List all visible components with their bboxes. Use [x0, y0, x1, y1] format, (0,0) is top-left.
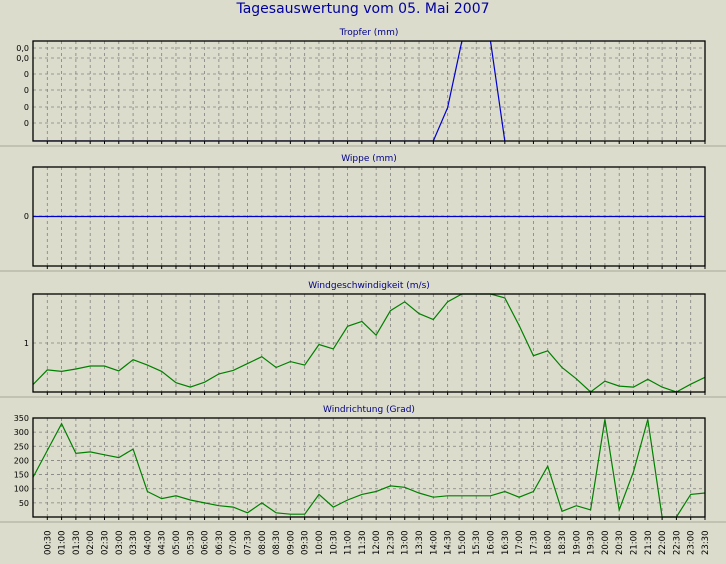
- x-tick-label: 04:00: [143, 531, 153, 556]
- x-tick-label: 11:30: [358, 531, 368, 556]
- y-tick-label: 0: [24, 70, 29, 79]
- y-tick-label: 350: [14, 414, 29, 423]
- x-tick-label: 09:00: [286, 531, 296, 556]
- x-tick-label: 20:30: [615, 531, 625, 556]
- x-tick-label: 10:00: [315, 531, 325, 556]
- y-tick-label: 150: [14, 471, 29, 480]
- x-tick-label: 06:30: [215, 531, 225, 556]
- panel-title: Tropfer (mm): [339, 28, 399, 38]
- x-tick-label: 18:30: [558, 531, 568, 556]
- y-tick-label: 0,0: [16, 44, 29, 53]
- x-tick-label: 17:00: [515, 531, 525, 556]
- x-tick-label: 14:00: [429, 531, 439, 556]
- x-tick-label: 13:30: [415, 531, 425, 556]
- chart-panel: Windgeschwindigkeit (m/s) 1: [0, 281, 726, 398]
- x-tick-label: 16:00: [487, 531, 497, 556]
- x-tick-label: 21:00: [630, 531, 640, 556]
- x-tick-label: 22:30: [672, 531, 682, 556]
- x-tick-label: 07:30: [243, 531, 253, 556]
- x-tick-label: 13:00: [401, 531, 411, 556]
- y-tick-label: 200: [14, 456, 29, 465]
- plot-frame: [32, 40, 706, 142]
- y-tick-label: 0: [24, 86, 29, 95]
- plot-area: [33, 418, 705, 517]
- y-tick-label: 0: [24, 119, 29, 128]
- x-tick-label: 23:00: [687, 531, 697, 556]
- plot-frame: [32, 417, 706, 518]
- y-tick-label: 250: [14, 442, 29, 451]
- chart-panel: Wippe (mm) 0: [0, 154, 726, 272]
- x-tick-label: 00:30: [43, 531, 53, 556]
- y-tick-label: 0,0: [16, 54, 29, 63]
- x-tick-label: 19:00: [572, 531, 582, 556]
- y-tick-label: 50: [19, 499, 29, 508]
- x-tick-label: 11:00: [344, 531, 354, 556]
- chart-panel: Windrichtung (Grad) 350 300 250 200 150 100 50: [0, 405, 726, 523]
- plot-frame: [32, 293, 706, 393]
- x-tick-label: 15:30: [472, 531, 482, 556]
- x-tick-label: 08:00: [258, 531, 268, 556]
- x-tick-label: 12:30: [386, 531, 396, 556]
- chart-panel: Tropfer (mm) 0,00,0 0 0 0 0: [0, 28, 726, 147]
- plot-frame: [32, 166, 706, 267]
- x-tick-label: 07:00: [229, 531, 239, 556]
- series-line: [32, 419, 706, 518]
- series-line: [33, 41, 506, 141]
- x-tick-label: 12:00: [372, 531, 382, 556]
- series-line: [32, 293, 706, 393]
- x-tick-label: 18:00: [544, 531, 554, 556]
- x-tick-label: 17:30: [529, 531, 539, 556]
- x-tick-label: 01:30: [72, 531, 82, 556]
- x-tick-label: 10:30: [329, 531, 339, 556]
- x-tick-label: 21:30: [644, 531, 654, 556]
- x-tick-label: 15:00: [458, 531, 468, 556]
- plot-area: [33, 41, 705, 141]
- y-tick-label: 1: [24, 339, 29, 348]
- panel-title: Wippe (mm): [341, 154, 397, 164]
- panel-title: Windrichtung (Grad): [323, 405, 415, 415]
- x-tick-label: 03:30: [129, 531, 139, 556]
- x-tick-label: 22:00: [658, 531, 668, 556]
- x-tick-label: 14:30: [444, 531, 454, 556]
- x-tick-label: 09:30: [301, 531, 311, 556]
- x-tick-label: 23:30: [701, 531, 711, 556]
- x-tick-label: 03:00: [115, 531, 125, 556]
- y-tick-label: 0: [24, 103, 29, 112]
- y-tick-label: 300: [14, 428, 29, 437]
- page-title: Tagesauswertung vom 05. Mai 2007: [236, 1, 490, 17]
- x-tick-label: 08:30: [272, 531, 282, 556]
- x-tick-label: 19:30: [587, 531, 597, 556]
- x-tick-label: 04:30: [158, 531, 168, 556]
- x-tick-label: 05:30: [186, 531, 196, 556]
- panel-title: Windgeschwindigkeit (m/s): [308, 281, 430, 291]
- y-tick-label: 0: [24, 212, 29, 221]
- x-tick-label: 01:00: [58, 531, 68, 556]
- x-tick-label: 02:30: [100, 531, 110, 556]
- x-tick-label: 02:00: [86, 531, 96, 556]
- x-tick-label: 20:00: [601, 531, 611, 556]
- y-tick-label: 100: [14, 485, 29, 494]
- x-tick-label: 05:00: [172, 531, 182, 556]
- x-tick-label: 16:30: [501, 531, 511, 556]
- x-tick-label: 06:00: [201, 531, 211, 556]
